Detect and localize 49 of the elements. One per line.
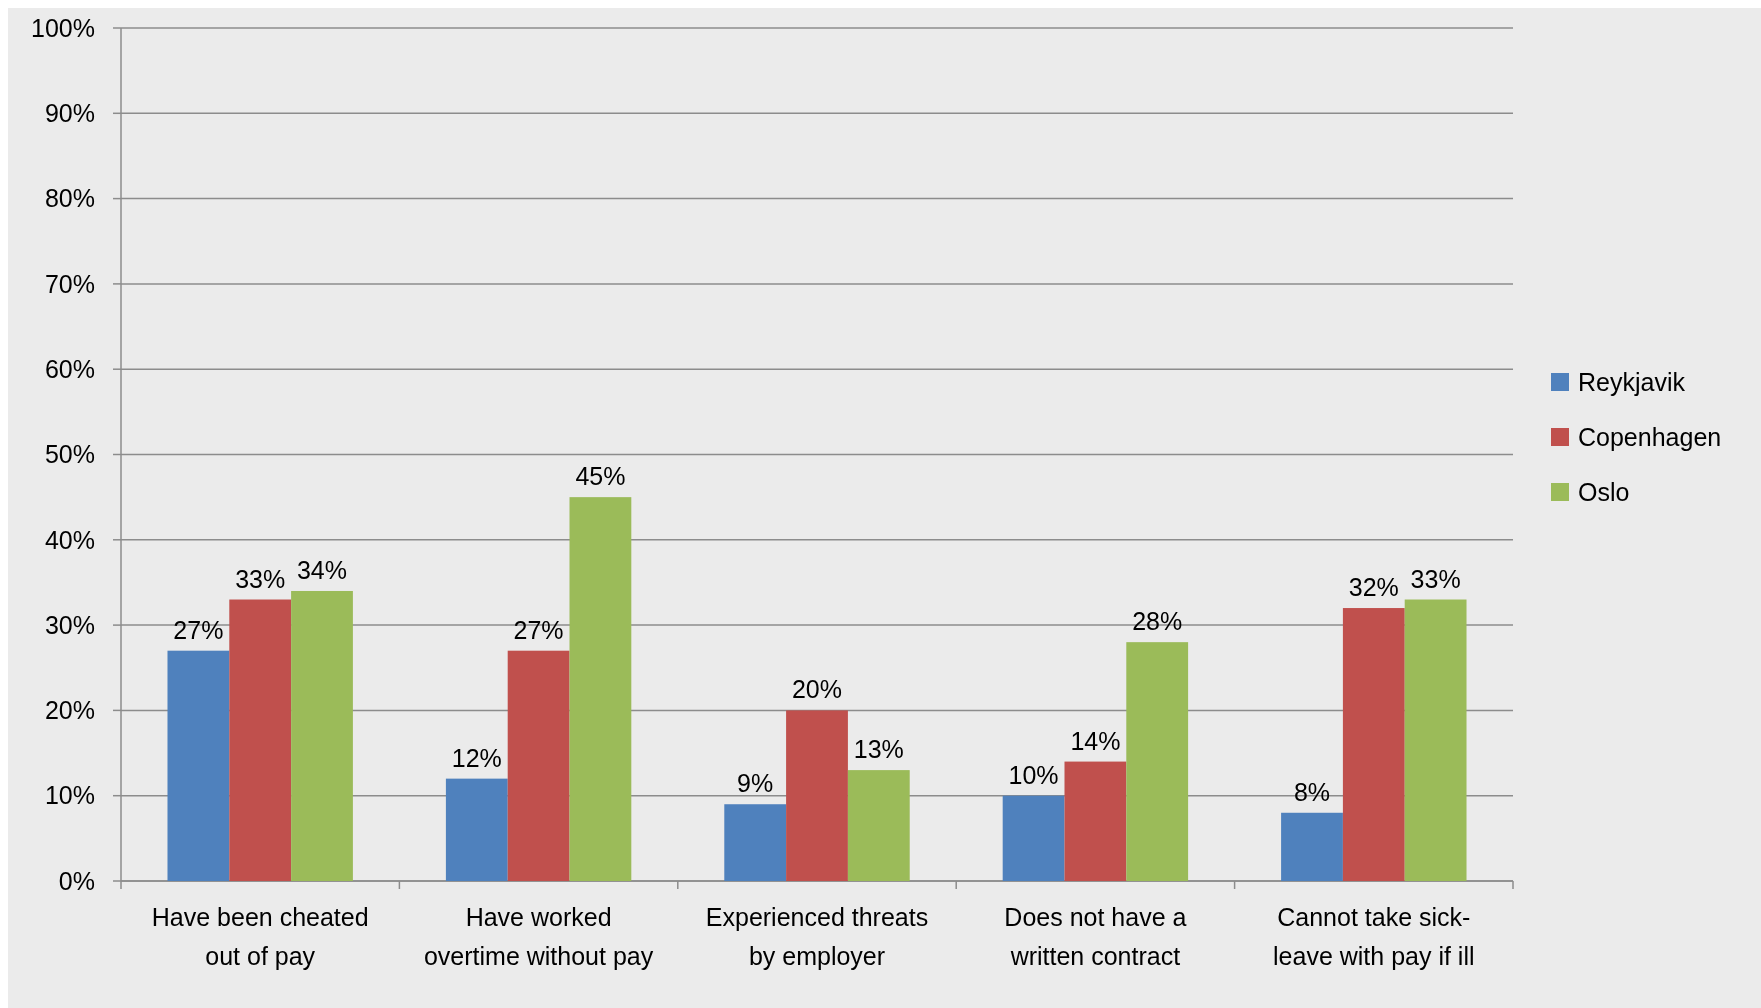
legend-label: Copenhagen bbox=[1578, 422, 1722, 451]
y-tick-label: 20% bbox=[44, 696, 95, 725]
y-tick-label: 90% bbox=[44, 99, 95, 128]
y-tick-label: 0% bbox=[58, 866, 95, 895]
data-label: 45% bbox=[575, 462, 626, 491]
y-tick-label: 100% bbox=[31, 13, 95, 42]
bar bbox=[1126, 642, 1189, 881]
y-tick-label: 30% bbox=[44, 610, 95, 639]
data-label: 8% bbox=[1293, 777, 1331, 806]
x-tick-label: Does not have a written contract bbox=[1004, 903, 1187, 970]
x-tick-label: Have worked overtime without pay bbox=[423, 903, 654, 970]
data-label: 14% bbox=[1070, 726, 1121, 755]
bar bbox=[1342, 608, 1405, 881]
legend-label: Reykjavik bbox=[1578, 367, 1686, 396]
bar bbox=[1404, 599, 1467, 881]
y-tick-label: 70% bbox=[44, 269, 95, 298]
y-tick-label: 50% bbox=[44, 440, 95, 469]
data-label: 13% bbox=[853, 735, 904, 764]
data-label: 12% bbox=[451, 743, 502, 772]
bar bbox=[291, 590, 353, 881]
bar bbox=[167, 650, 230, 881]
y-tick-label: 80% bbox=[44, 184, 95, 213]
y-tick-label: 10% bbox=[44, 781, 95, 810]
data-label: 33% bbox=[235, 564, 286, 593]
bar bbox=[847, 770, 910, 881]
legend-label: Oslo bbox=[1578, 477, 1630, 506]
bar bbox=[724, 804, 787, 881]
data-label: 10% bbox=[1008, 760, 1059, 789]
y-tick-label: 60% bbox=[44, 354, 95, 383]
data-label: 27% bbox=[173, 615, 224, 644]
bar bbox=[786, 710, 848, 881]
x-tick-label: Cannot take sick-leave with pay if ill bbox=[1273, 903, 1475, 970]
bar bbox=[445, 778, 508, 881]
data-label: 20% bbox=[791, 675, 843, 704]
x-tick-label: Experienced threats by employer bbox=[705, 903, 929, 970]
data-label: 27% bbox=[513, 615, 564, 644]
data-label: 33% bbox=[1410, 564, 1461, 593]
bar bbox=[1064, 761, 1127, 881]
x-tick-label: Have been cheated out of pay bbox=[151, 903, 369, 970]
data-label: 28% bbox=[1132, 607, 1183, 636]
data-label: 32% bbox=[1348, 573, 1399, 602]
bar bbox=[1002, 795, 1065, 881]
bar bbox=[229, 599, 292, 881]
y-tick-label: 40% bbox=[44, 525, 95, 554]
bar bbox=[569, 497, 632, 881]
bar bbox=[1281, 812, 1343, 881]
data-label: 9% bbox=[737, 769, 774, 798]
bar bbox=[507, 650, 570, 881]
data-label: 34% bbox=[296, 555, 348, 584]
